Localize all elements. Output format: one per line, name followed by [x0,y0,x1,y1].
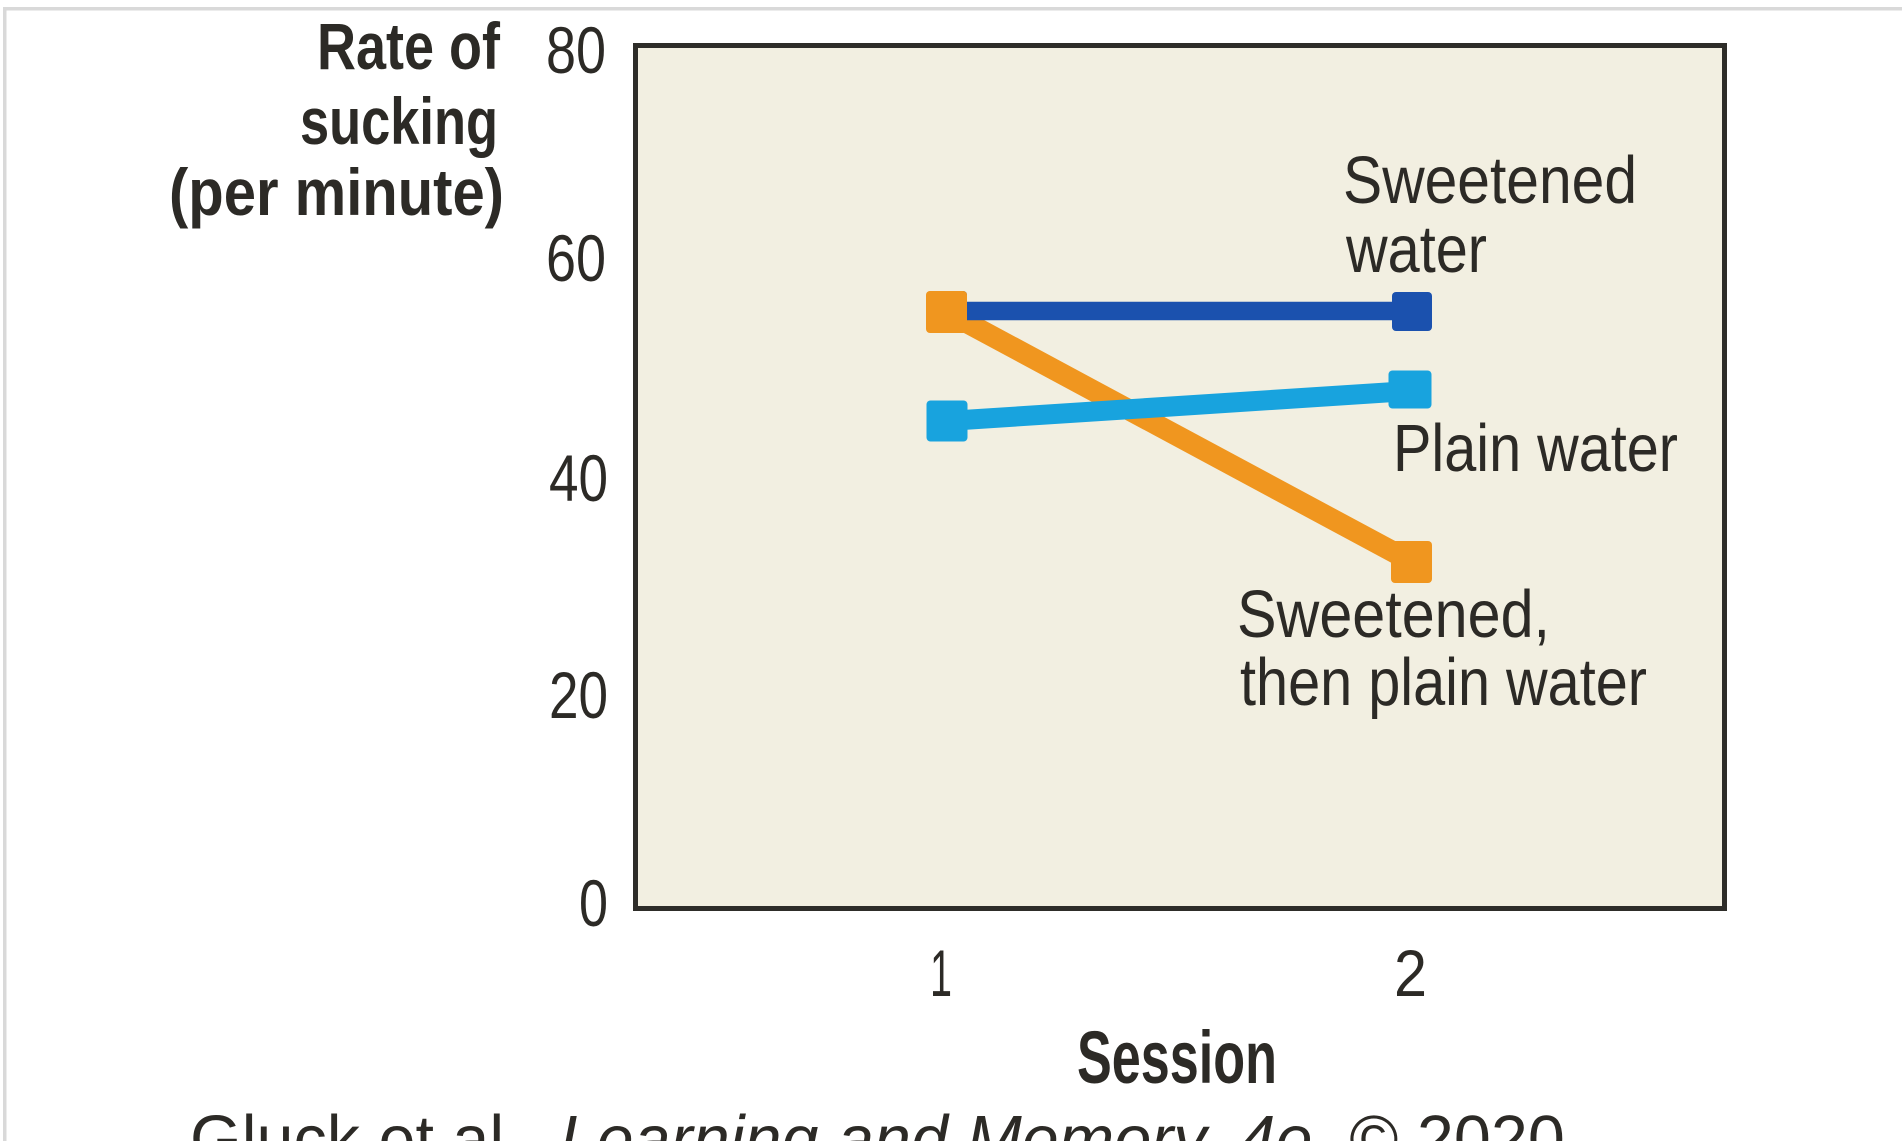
svg-text:Sweetened: Sweetened [1343,143,1637,218]
svg-text:Session: Session [1077,1016,1277,1099]
svg-text:20: 20 [549,658,608,732]
svg-text:water: water [1345,212,1487,287]
svg-text:40: 40 [549,441,608,515]
svg-text:Sweetened,: Sweetened, [1237,577,1550,652]
svg-text:80: 80 [546,13,606,87]
svg-text:0: 0 [579,866,608,940]
svg-text:then plain water: then plain water [1240,645,1647,720]
svg-text:Rate of: Rate of [317,9,501,83]
svg-text:Plain water: Plain water [1393,411,1678,486]
svg-text:sucking: sucking [300,84,498,158]
svg-text:(per minute): (per minute) [169,155,504,229]
svg-text:60: 60 [546,221,606,295]
svg-text:2: 2 [1394,936,1427,1010]
svg-text:1: 1 [930,936,952,1010]
svg-text:Gluck et al., Learning and Mem: Gluck et al., Learning and Memory, 4e, ©… [190,1103,1565,1141]
